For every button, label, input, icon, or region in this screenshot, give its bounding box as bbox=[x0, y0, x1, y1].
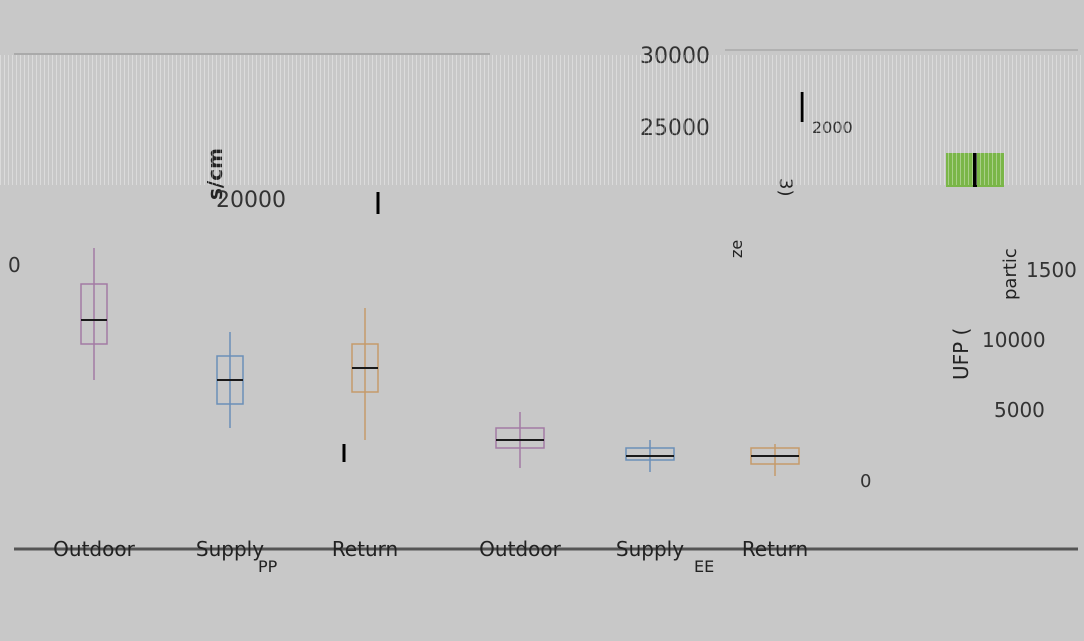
left-ytick-label: 20000 bbox=[216, 188, 286, 213]
category-labels-right: Outdoor Supply Return bbox=[479, 537, 808, 561]
unit-fragment: 3) bbox=[775, 178, 796, 196]
right-yticks: 5000 10000 1500 bbox=[982, 258, 1077, 422]
left-ytick-label: 30000 bbox=[640, 44, 710, 69]
box-iqr bbox=[80, 283, 108, 345]
box-supply bbox=[625, 440, 675, 472]
category-label: Return bbox=[332, 537, 398, 561]
left-ylabel: s/cm bbox=[203, 148, 227, 200]
boxes-right bbox=[495, 412, 800, 476]
scale-fragment: 2000 bbox=[812, 118, 853, 137]
category-label: Return bbox=[742, 537, 808, 561]
right-ytick-label: 5000 bbox=[994, 398, 1045, 422]
left-zero-label: 0 bbox=[8, 253, 21, 277]
box-outdoor bbox=[495, 412, 545, 468]
left-yticks: 20000 25000 30000 bbox=[216, 44, 710, 213]
box-iqr bbox=[495, 427, 545, 449]
box-iqr bbox=[625, 447, 675, 461]
category-label: Supply bbox=[616, 537, 684, 561]
box-supply bbox=[216, 332, 244, 428]
right-ylabel-part2: partic bbox=[1000, 248, 1021, 300]
group-label-right: EE bbox=[694, 557, 714, 576]
right-zero-label: 0 bbox=[860, 471, 871, 492]
right-ytick-label: 10000 bbox=[982, 328, 1046, 352]
box-return bbox=[351, 308, 379, 440]
box-return bbox=[750, 444, 800, 476]
left-ytick-label: 25000 bbox=[640, 116, 710, 141]
axis-fragment-top: ze bbox=[727, 240, 746, 258]
group-label-left: PP bbox=[258, 557, 278, 576]
category-label: Supply bbox=[196, 537, 264, 561]
right-ylabel-part1: UFP ( bbox=[949, 328, 973, 380]
category-label: Outdoor bbox=[479, 537, 561, 561]
category-labels-left: Outdoor Supply Return bbox=[53, 537, 398, 561]
box-outdoor bbox=[80, 248, 108, 380]
right-ytick-label: 1500 bbox=[1026, 258, 1077, 282]
boxes-left bbox=[80, 248, 379, 440]
category-label: Outdoor bbox=[53, 537, 135, 561]
